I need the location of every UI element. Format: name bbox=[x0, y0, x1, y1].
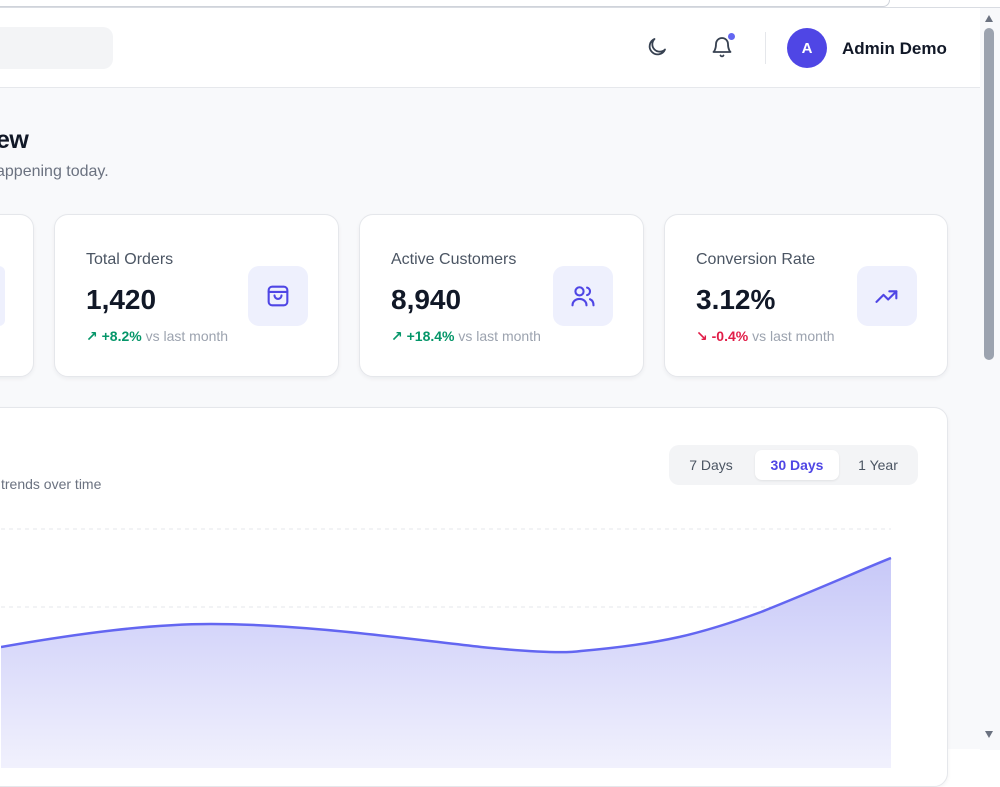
vertical-scrollbar[interactable] bbox=[980, 8, 1000, 750]
range-1-year-button[interactable]: 1 Year bbox=[858, 457, 898, 473]
stat-icon-box-partial bbox=[0, 266, 5, 326]
browser-tab-edge bbox=[0, 0, 890, 7]
app-window: A Admin Demo ew appening today. Total Or… bbox=[0, 7, 1000, 787]
trend-down-icon: ↘ bbox=[696, 328, 708, 344]
shopping-bag-icon bbox=[267, 285, 289, 307]
scroll-down-arrow-icon[interactable] bbox=[985, 731, 993, 738]
stat-label: Active Customers bbox=[391, 251, 517, 268]
trend-up-icon: ↗ bbox=[86, 328, 98, 344]
stat-change: +18.4% bbox=[406, 328, 455, 344]
trend-up-icon: ↗ bbox=[391, 328, 403, 344]
stat-icon-box bbox=[553, 266, 613, 326]
avatar[interactable]: A bbox=[787, 28, 827, 68]
search-input[interactable] bbox=[0, 27, 113, 69]
stat-icon-box bbox=[857, 266, 917, 326]
revenue-chart-card: trends over time 7 Days 30 Days 1 Year bbox=[0, 407, 948, 787]
stat-value: 3.12% bbox=[696, 284, 776, 315]
stat-card-total-orders: Total Orders 1,420 ↗ +8.2% vs last month bbox=[54, 214, 339, 377]
moon-icon bbox=[648, 38, 666, 56]
stat-card-active-customers: Active Customers 8,940 ↗ +18.4% vs last … bbox=[359, 214, 644, 377]
area-chart bbox=[1, 528, 892, 768]
user-name[interactable]: Admin Demo bbox=[842, 39, 947, 58]
trending-up-icon bbox=[875, 290, 898, 303]
stat-trend: ↗ +18.4% vs last month bbox=[391, 328, 541, 345]
stat-value: 8,940 bbox=[391, 284, 462, 315]
stat-change: +8.2% bbox=[101, 328, 142, 344]
stat-value: 1,420 bbox=[86, 284, 157, 315]
window-top-frame bbox=[0, 0, 1000, 7]
notifications-button[interactable] bbox=[707, 32, 737, 62]
users-icon bbox=[571, 286, 595, 307]
area-line bbox=[1, 556, 892, 654]
stat-change-suffix: vs last month bbox=[145, 328, 229, 344]
chart-subtitle: trends over time bbox=[1, 476, 102, 492]
range-selector: 7 Days 30 Days 1 Year bbox=[669, 445, 918, 485]
area-fill bbox=[1, 558, 891, 768]
stat-change: -0.4% bbox=[711, 328, 749, 344]
range-7-days-button[interactable]: 7 Days bbox=[689, 457, 733, 473]
page-title: ew bbox=[0, 126, 29, 154]
stat-icon-box bbox=[248, 266, 308, 326]
stat-card-conversion-rate: Conversion Rate 3.12% ↘ -0.4% vs last mo… bbox=[664, 214, 948, 377]
scrollbar-thumb[interactable] bbox=[984, 28, 994, 360]
bell-icon bbox=[712, 37, 732, 58]
stat-change-suffix: vs last month bbox=[458, 328, 541, 344]
stat-label: Total Orders bbox=[86, 251, 174, 268]
page-subtitle: appening today. bbox=[0, 163, 109, 180]
range-30-days-button[interactable]: 30 Days bbox=[755, 450, 839, 480]
theme-toggle-button[interactable] bbox=[642, 32, 672, 62]
stat-card-partial bbox=[0, 214, 34, 377]
stat-trend: ↘ -0.4% vs last month bbox=[696, 328, 835, 345]
notification-dot bbox=[727, 32, 736, 41]
stat-change-suffix: vs last month bbox=[752, 328, 835, 344]
stat-label: Conversion Rate bbox=[696, 251, 816, 268]
scroll-up-arrow-icon[interactable] bbox=[985, 15, 993, 22]
top-header: A Admin Demo bbox=[0, 8, 980, 88]
stat-trend: ↗ +8.2% vs last month bbox=[86, 328, 228, 345]
header-divider bbox=[765, 32, 766, 64]
